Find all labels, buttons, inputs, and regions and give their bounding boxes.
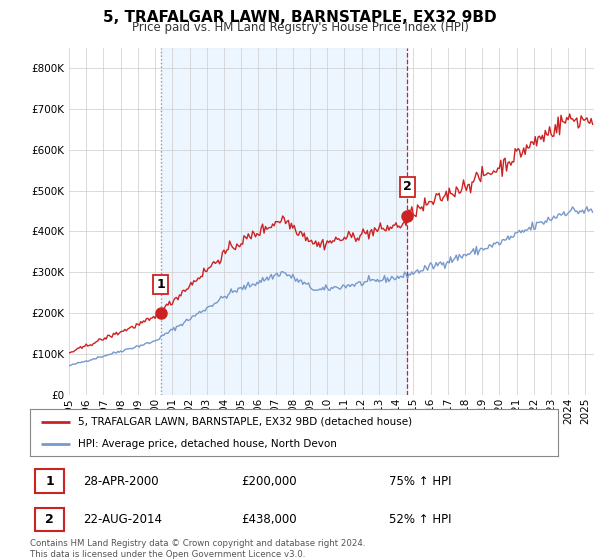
Text: 28-APR-2000: 28-APR-2000 [83, 475, 158, 488]
Text: 22-AUG-2014: 22-AUG-2014 [83, 513, 162, 526]
Text: 2: 2 [46, 513, 54, 526]
Text: 75% ↑ HPI: 75% ↑ HPI [389, 475, 452, 488]
Text: HPI: Average price, detached house, North Devon: HPI: Average price, detached house, Nort… [77, 438, 337, 449]
Text: 2: 2 [403, 180, 412, 193]
Bar [161, 48, 407, 395]
Text: 5, TRAFALGAR LAWN, BARNSTAPLE, EX32 9BD: 5, TRAFALGAR LAWN, BARNSTAPLE, EX32 9BD [103, 10, 497, 25]
FancyBboxPatch shape [35, 507, 64, 531]
Text: 1: 1 [156, 278, 165, 291]
Text: Price paid vs. HM Land Registry's House Price Index (HPI): Price paid vs. HM Land Registry's House … [131, 21, 469, 34]
Text: 5, TRAFALGAR LAWN, BARNSTAPLE, EX32 9BD (detached house): 5, TRAFALGAR LAWN, BARNSTAPLE, EX32 9BD … [77, 417, 412, 427]
Text: £438,000: £438,000 [241, 513, 297, 526]
FancyBboxPatch shape [35, 469, 64, 493]
Text: Contains HM Land Registry data © Crown copyright and database right 2024.
This d: Contains HM Land Registry data © Crown c… [30, 539, 365, 559]
Text: 52% ↑ HPI: 52% ↑ HPI [389, 513, 452, 526]
Text: £200,000: £200,000 [241, 475, 297, 488]
Text: 1: 1 [46, 475, 54, 488]
